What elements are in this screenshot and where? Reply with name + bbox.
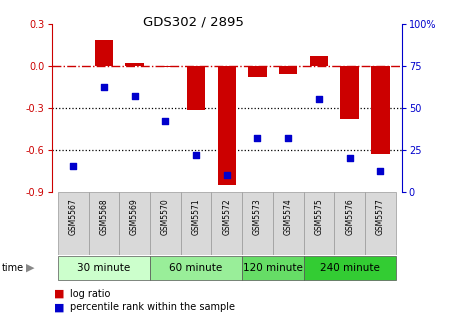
Bar	[340, 66, 359, 119]
FancyBboxPatch shape	[58, 256, 150, 280]
Text: GSM5571: GSM5571	[192, 198, 201, 235]
Text: GSM5572: GSM5572	[222, 198, 231, 235]
Text: ■: ■	[54, 302, 64, 312]
Point	[162, 118, 169, 124]
Text: 120 minute: 120 minute	[243, 263, 303, 273]
FancyBboxPatch shape	[150, 192, 180, 255]
FancyBboxPatch shape	[211, 192, 242, 255]
Bar	[125, 63, 144, 66]
Text: GSM5575: GSM5575	[314, 198, 323, 235]
Text: GDS302 / 2895: GDS302 / 2895	[143, 15, 243, 28]
Bar	[156, 66, 175, 67]
Text: GSM5576: GSM5576	[345, 198, 354, 235]
Point	[223, 172, 230, 177]
FancyBboxPatch shape	[242, 256, 304, 280]
Point	[100, 85, 107, 90]
FancyBboxPatch shape	[304, 256, 396, 280]
Bar	[217, 66, 236, 184]
Point	[315, 96, 322, 102]
Bar	[371, 66, 390, 154]
Text: ▶: ▶	[26, 263, 35, 273]
Point	[254, 135, 261, 140]
FancyBboxPatch shape	[334, 192, 365, 255]
FancyBboxPatch shape	[365, 192, 396, 255]
Bar	[187, 66, 205, 110]
FancyBboxPatch shape	[304, 192, 334, 255]
Point	[377, 169, 384, 174]
Bar	[248, 66, 267, 77]
Text: time: time	[2, 263, 24, 273]
Point	[285, 135, 292, 140]
Bar	[95, 40, 113, 66]
Text: GSM5570: GSM5570	[161, 198, 170, 235]
FancyBboxPatch shape	[273, 192, 304, 255]
Point	[193, 152, 200, 157]
Point	[131, 93, 138, 98]
Text: GSM5577: GSM5577	[376, 198, 385, 235]
Text: GSM5568: GSM5568	[99, 198, 108, 235]
Text: GSM5574: GSM5574	[284, 198, 293, 235]
Text: GSM5567: GSM5567	[69, 198, 78, 235]
FancyBboxPatch shape	[242, 192, 273, 255]
Text: log ratio: log ratio	[70, 289, 110, 299]
FancyBboxPatch shape	[58, 192, 88, 255]
Text: GSM5569: GSM5569	[130, 198, 139, 235]
FancyBboxPatch shape	[180, 192, 211, 255]
Text: percentile rank within the sample: percentile rank within the sample	[70, 302, 234, 312]
FancyBboxPatch shape	[119, 192, 150, 255]
Bar	[310, 56, 328, 66]
Text: 60 minute: 60 minute	[169, 263, 223, 273]
Point	[346, 155, 353, 161]
Point	[70, 164, 77, 169]
Text: 240 minute: 240 minute	[320, 263, 379, 273]
Text: 30 minute: 30 minute	[77, 263, 131, 273]
FancyBboxPatch shape	[150, 256, 242, 280]
Bar	[279, 66, 297, 74]
Text: ■: ■	[54, 289, 64, 299]
Text: GSM5573: GSM5573	[253, 198, 262, 235]
FancyBboxPatch shape	[88, 192, 119, 255]
